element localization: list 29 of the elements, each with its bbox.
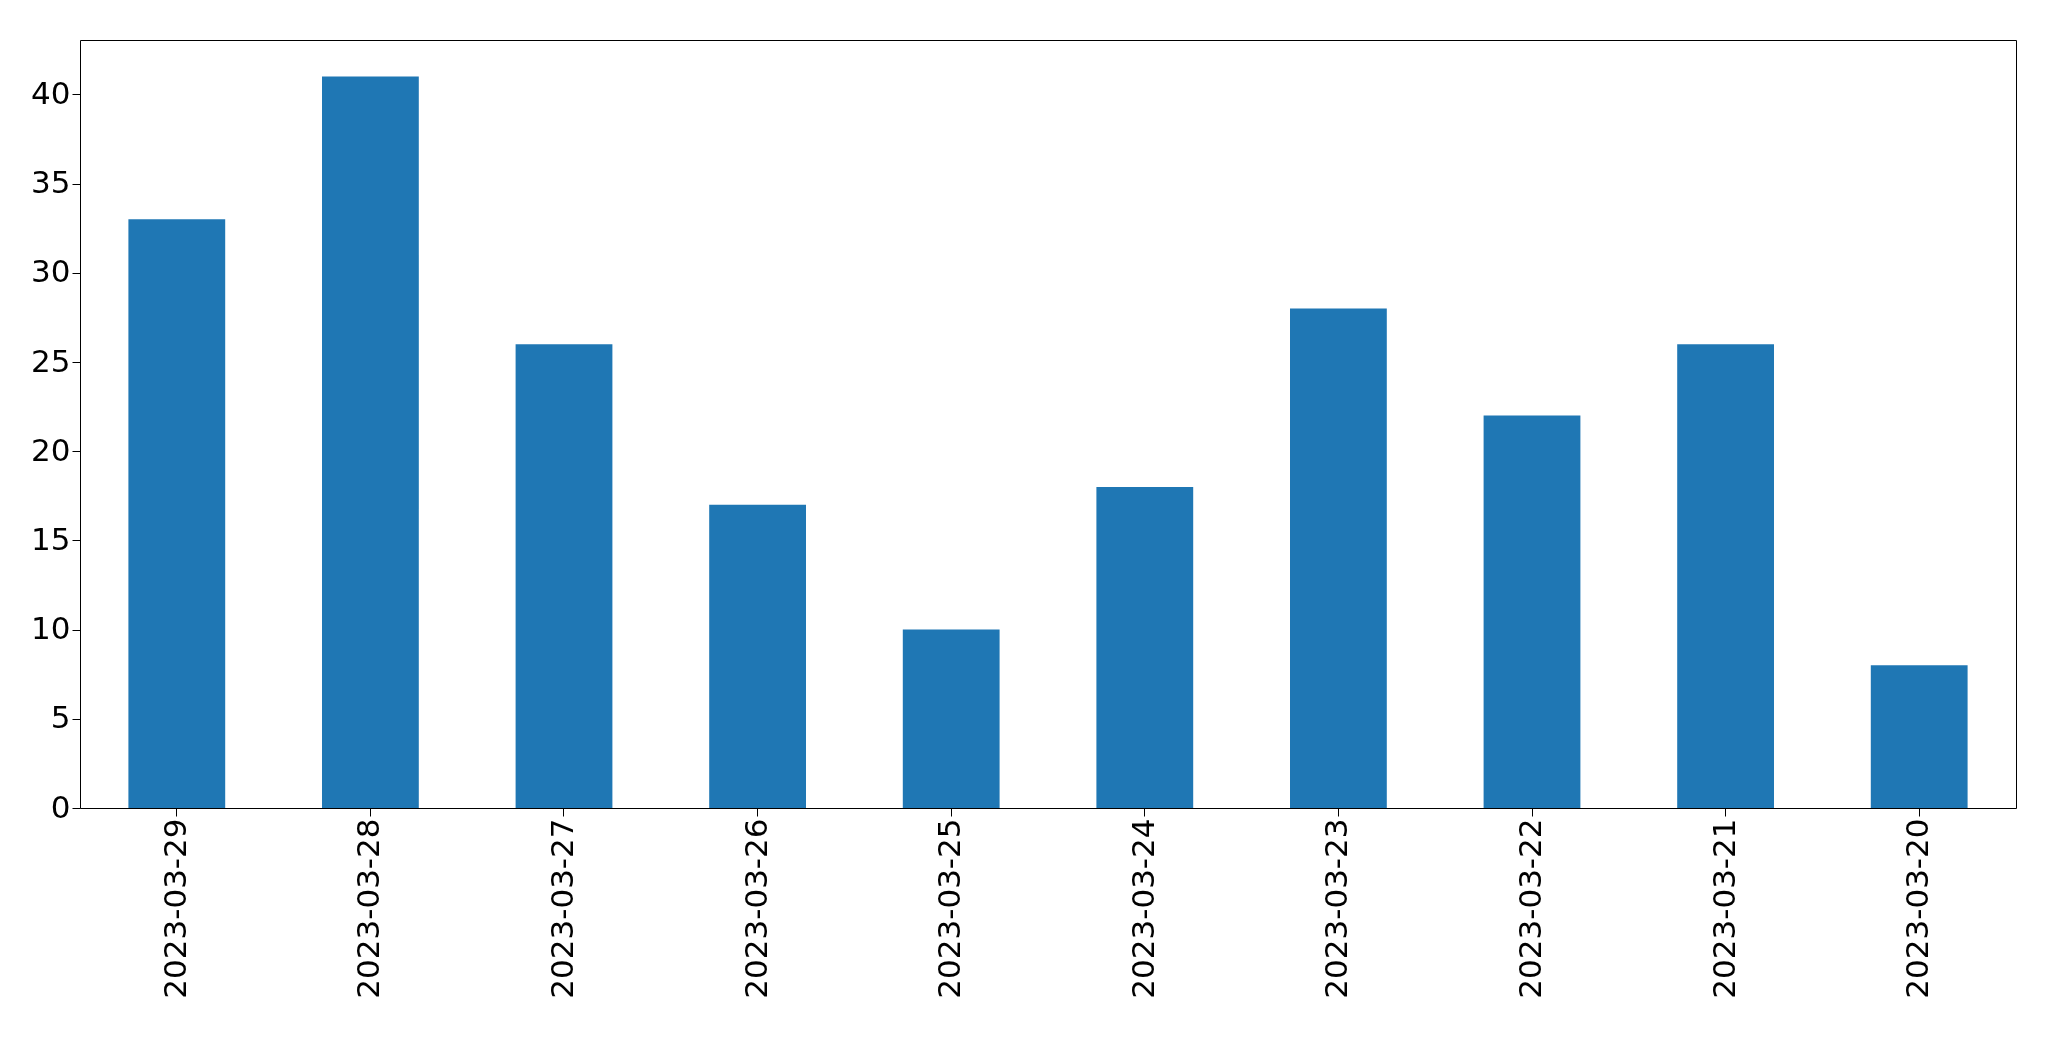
y-tick-label: 10 [31, 610, 71, 647]
y-tick-label: 35 [31, 164, 71, 201]
x-tick-label: 2023-03-28 [350, 818, 387, 999]
x-tick-label: 2023-03-29 [156, 818, 193, 999]
x-tick-label: 2023-03-25 [931, 818, 968, 999]
bar [128, 219, 226, 808]
y-tick-label: 25 [31, 342, 71, 379]
x-tick-label: 2023-03-26 [737, 818, 774, 999]
bar [515, 344, 613, 808]
y-tick-label: 40 [31, 74, 71, 111]
bar [1290, 308, 1387, 808]
bar [322, 76, 419, 808]
x-tick-label: 2023-03-20 [1899, 818, 1936, 999]
y-tick-label: 20 [31, 431, 71, 468]
y-tick-label: 30 [31, 253, 71, 290]
bar [902, 629, 1000, 808]
y-tick-label: 5 [50, 699, 71, 736]
bar [709, 504, 806, 808]
y-tick-label: 0 [50, 788, 71, 825]
bar [1096, 486, 1194, 808]
x-tick-label: 2023-03-24 [1124, 818, 1161, 999]
bar [1870, 665, 1968, 808]
x-tick-label: 2023-03-22 [1512, 818, 1548, 999]
bar [1677, 344, 1774, 808]
x-tick-label: 2023-03-23 [1318, 818, 1355, 999]
bar [1483, 415, 1581, 808]
y-tick-label: 15 [31, 520, 71, 557]
x-tick-label: 2023-03-27 [544, 818, 580, 999]
x-tick-label: 2023-03-21 [1705, 818, 1742, 999]
